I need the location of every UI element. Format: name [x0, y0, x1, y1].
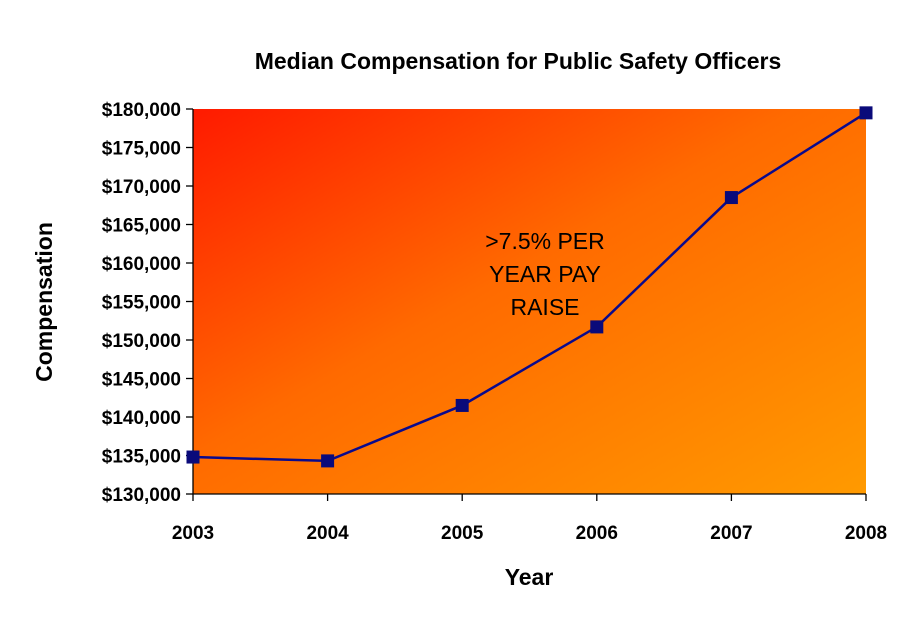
y-tick-label: $150,000 [102, 331, 181, 352]
y-tick-label: $165,000 [102, 216, 181, 237]
y-tick-label: $155,000 [102, 293, 181, 314]
annotation-line-2: YEAR PAY [489, 261, 601, 287]
series-line [192, 111, 867, 463]
y-tick-label: $130,000 [102, 485, 181, 506]
y-tick-label: $175,000 [102, 139, 181, 160]
x-tick-label: 2008 [845, 523, 887, 544]
x-axis: 2003 2004 2005 2006 2007 2008 [172, 493, 887, 544]
annotation-line-3: RAISE [510, 294, 579, 320]
x-tick-label: 2003 [172, 523, 214, 544]
data-point [859, 106, 873, 120]
y-tick-label: $170,000 [102, 177, 181, 198]
data-point [186, 450, 200, 464]
series-layer [186, 106, 873, 468]
annotation-line-1: >7.5% PER [485, 228, 605, 254]
plot-area [193, 109, 866, 494]
chart-title: Median Compensation for Public Safety Of… [255, 48, 782, 74]
y-tick-label: $160,000 [102, 254, 181, 275]
x-tick-label: 2007 [710, 523, 752, 544]
y-tick-label: $180,000 [102, 100, 181, 121]
y-axis: $130,000 $135,000 $140,000 $145,000 $150,000… [102, 100, 194, 506]
data-point [321, 454, 335, 468]
data-point [724, 191, 738, 205]
y-tick-label: $140,000 [102, 408, 181, 429]
data-point [590, 320, 604, 334]
y-axis-label: Compensation [31, 222, 57, 382]
y-tick-label: $135,000 [102, 447, 181, 468]
x-tick-label: 2005 [441, 523, 484, 544]
data-point [455, 398, 469, 412]
annotation: >7.5% PER YEAR PAY RAISE [485, 228, 605, 320]
x-axis-label: Year [505, 564, 554, 590]
x-tick-label: 2006 [576, 523, 618, 544]
x-tick-label: 2004 [306, 523, 349, 544]
y-tick-label: $145,000 [102, 370, 181, 391]
